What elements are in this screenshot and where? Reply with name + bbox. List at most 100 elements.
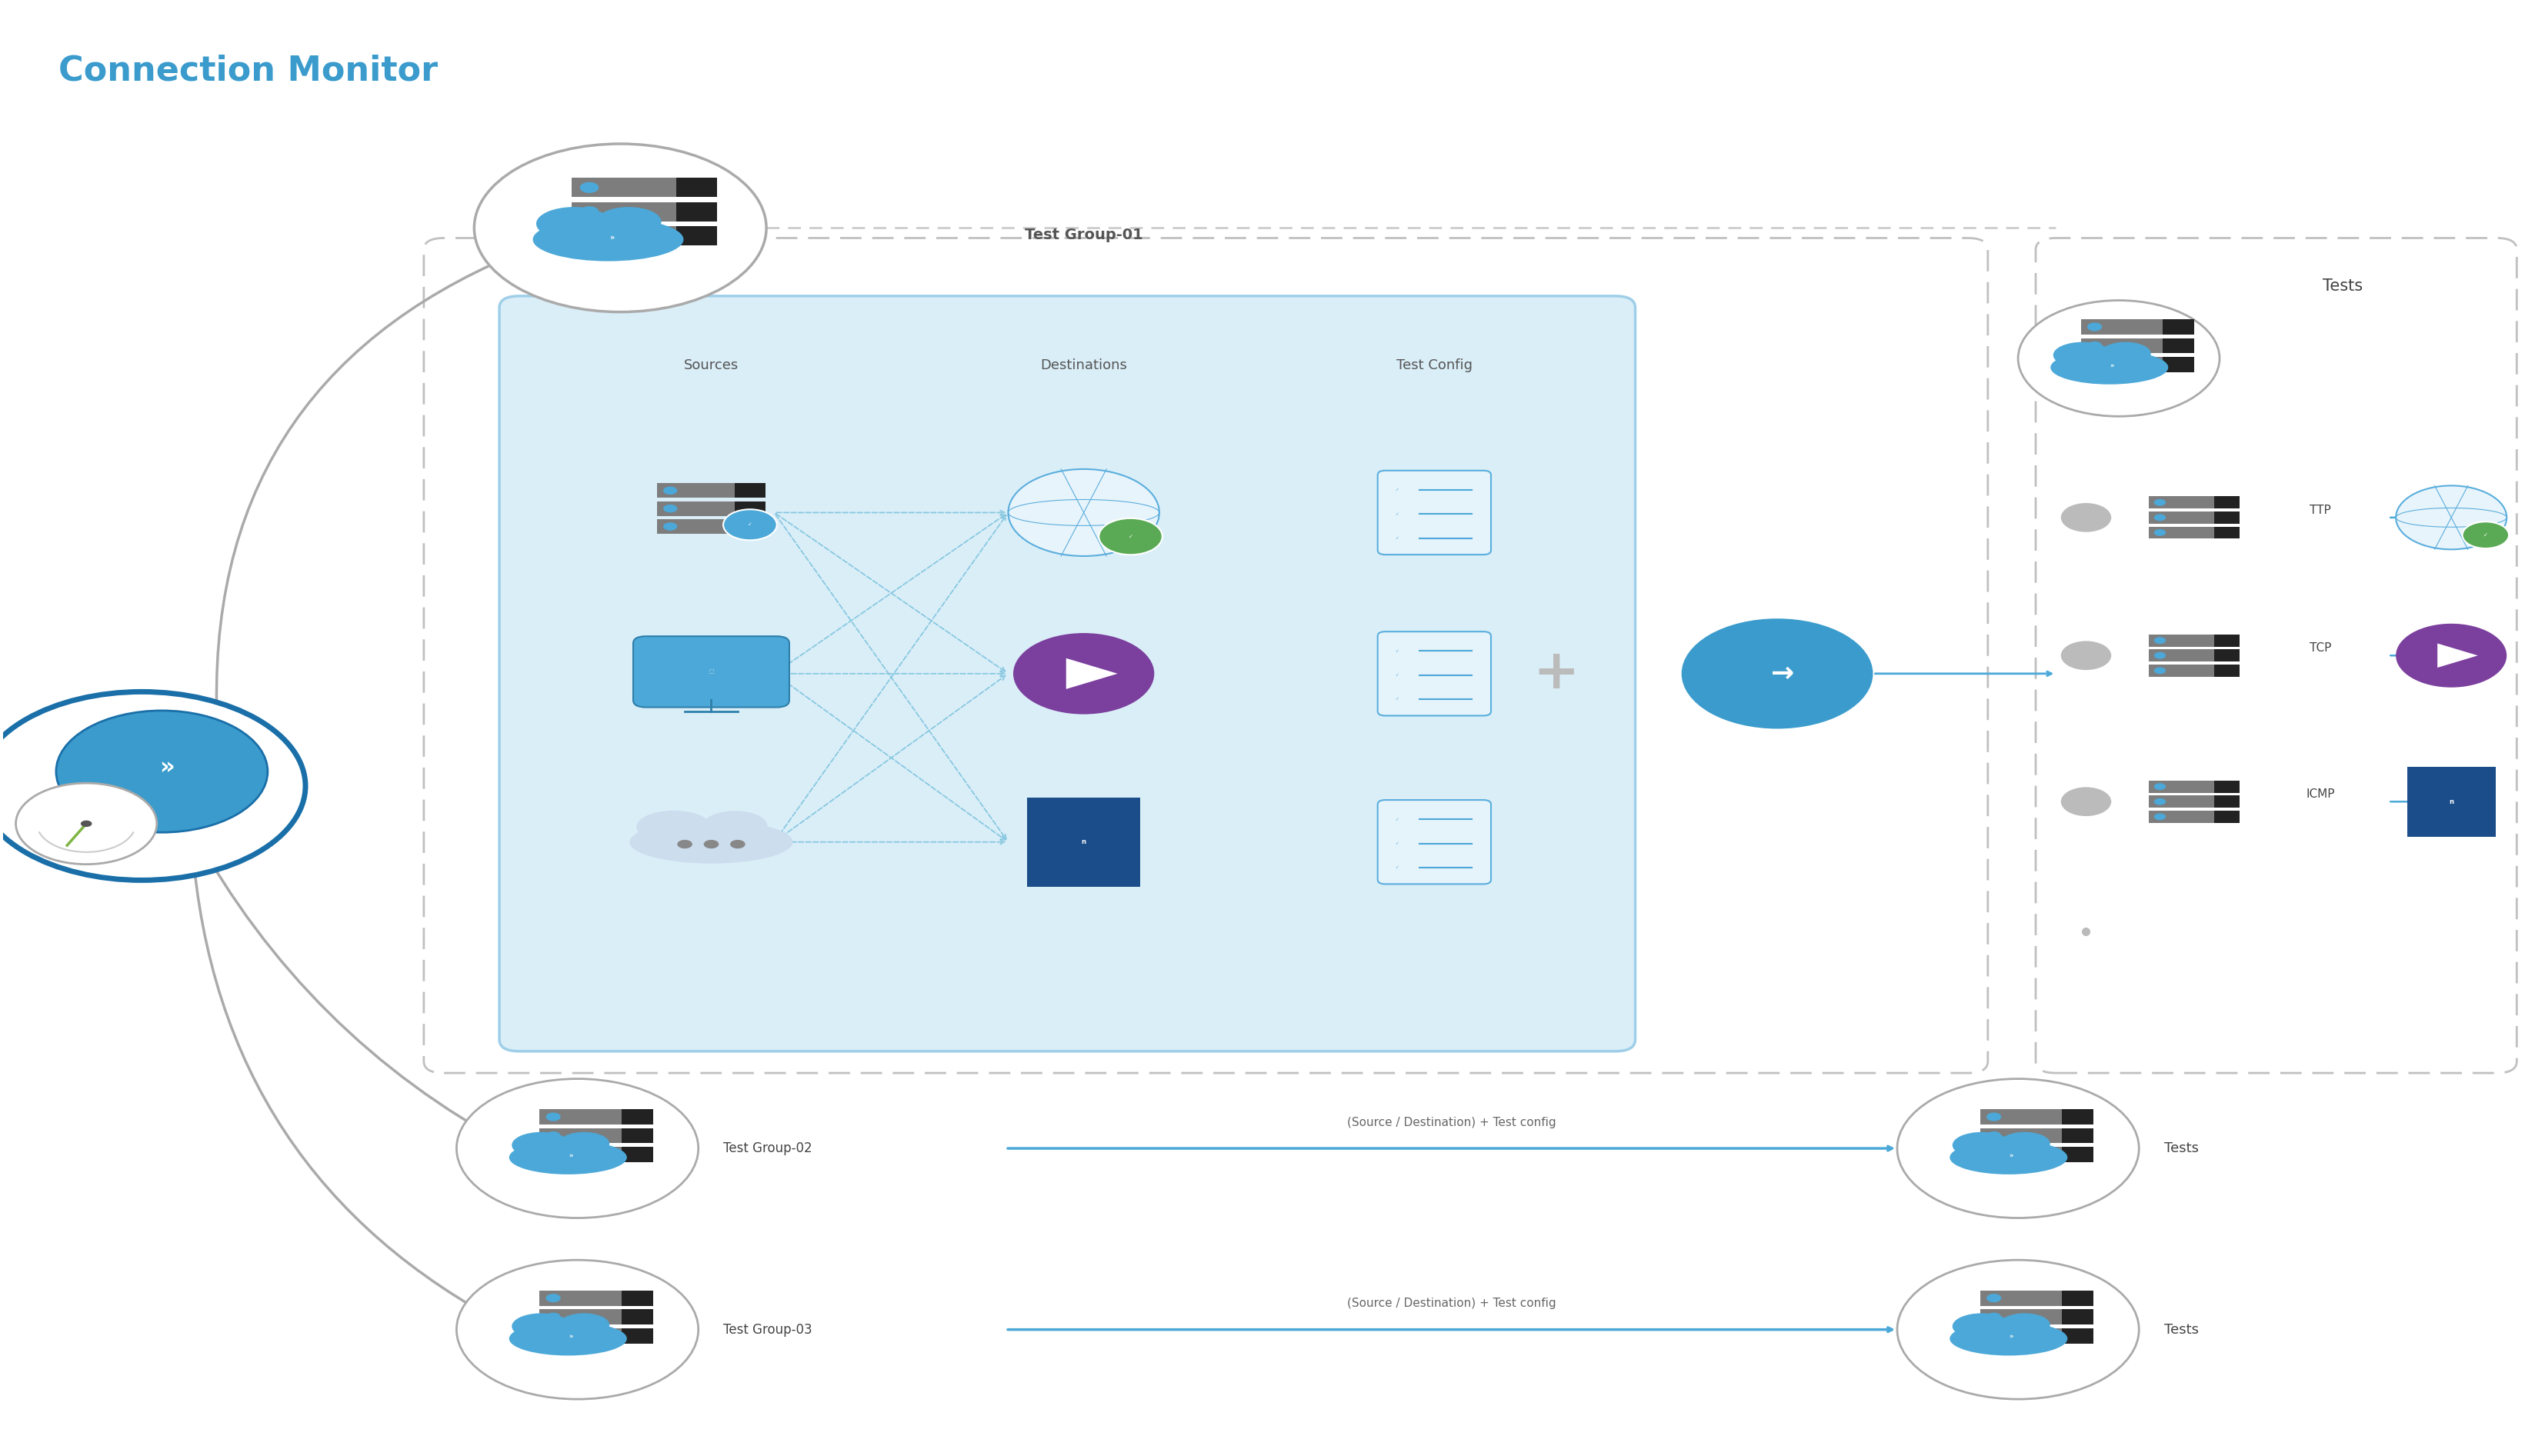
Circle shape: [545, 1150, 561, 1159]
Circle shape: [457, 1079, 699, 1219]
Text: ICMP: ICMP: [2305, 789, 2336, 801]
FancyBboxPatch shape: [2063, 1128, 2093, 1143]
Circle shape: [664, 504, 677, 513]
FancyBboxPatch shape: [2214, 664, 2240, 677]
FancyBboxPatch shape: [2081, 319, 2161, 335]
Circle shape: [1987, 1112, 2002, 1121]
Circle shape: [1987, 1294, 2002, 1302]
Text: Sources: Sources: [684, 358, 740, 373]
Circle shape: [1987, 1331, 2002, 1340]
FancyBboxPatch shape: [2406, 766, 2495, 837]
Ellipse shape: [629, 821, 793, 863]
Ellipse shape: [1949, 1322, 2068, 1356]
Circle shape: [15, 783, 157, 865]
Circle shape: [2154, 499, 2166, 505]
Ellipse shape: [2000, 1131, 2050, 1155]
Circle shape: [475, 144, 768, 312]
FancyBboxPatch shape: [657, 520, 735, 534]
Text: »: »: [2111, 363, 2113, 370]
Circle shape: [2060, 641, 2111, 670]
FancyBboxPatch shape: [1980, 1309, 2063, 1325]
FancyBboxPatch shape: [621, 1147, 654, 1162]
Text: n: n: [1081, 839, 1086, 846]
Text: ✓: ✓: [1396, 536, 1399, 540]
FancyBboxPatch shape: [1028, 798, 1141, 887]
Ellipse shape: [558, 1313, 609, 1337]
FancyBboxPatch shape: [657, 501, 735, 515]
Text: n: n: [2449, 798, 2454, 805]
FancyBboxPatch shape: [2214, 511, 2240, 524]
Text: Test Group-01: Test Group-01: [1025, 227, 1144, 242]
Text: TTP: TTP: [2310, 504, 2331, 515]
Circle shape: [1013, 633, 1154, 715]
Circle shape: [1987, 1131, 2002, 1140]
FancyBboxPatch shape: [1980, 1109, 2063, 1124]
FancyBboxPatch shape: [1980, 1328, 2063, 1344]
Circle shape: [1987, 1150, 2002, 1159]
FancyBboxPatch shape: [677, 202, 717, 221]
Circle shape: [704, 840, 720, 849]
Ellipse shape: [510, 1322, 626, 1356]
Text: Test Group-02: Test Group-02: [725, 1142, 813, 1155]
Ellipse shape: [1952, 1313, 2012, 1340]
Text: »: »: [568, 1334, 573, 1341]
FancyBboxPatch shape: [540, 1290, 621, 1306]
Circle shape: [1987, 1313, 2002, 1321]
FancyBboxPatch shape: [2149, 649, 2214, 661]
FancyBboxPatch shape: [2063, 1290, 2093, 1306]
Circle shape: [2462, 521, 2510, 549]
Circle shape: [677, 840, 692, 849]
FancyBboxPatch shape: [2149, 635, 2214, 646]
FancyBboxPatch shape: [2214, 811, 2240, 823]
Text: ✓: ✓: [1396, 817, 1399, 821]
FancyBboxPatch shape: [634, 636, 790, 708]
Circle shape: [56, 711, 268, 833]
Text: »: »: [609, 233, 614, 242]
Ellipse shape: [1952, 1131, 2012, 1158]
Text: Destinations: Destinations: [1040, 358, 1126, 373]
Text: +: +: [1533, 646, 1581, 700]
Text: Tests: Tests: [2323, 278, 2363, 294]
Text: Tests: Tests: [2164, 1142, 2199, 1155]
Ellipse shape: [596, 207, 662, 236]
Circle shape: [2154, 638, 2166, 644]
FancyBboxPatch shape: [677, 178, 717, 197]
FancyBboxPatch shape: [621, 1309, 654, 1325]
Circle shape: [581, 230, 598, 242]
Circle shape: [2154, 798, 2166, 805]
Text: »: »: [2010, 1153, 2012, 1159]
Text: ✓: ✓: [1396, 513, 1399, 515]
Circle shape: [81, 820, 91, 827]
Text: Tests: Tests: [2164, 1322, 2199, 1337]
FancyBboxPatch shape: [2063, 1328, 2093, 1344]
FancyBboxPatch shape: [1379, 632, 1490, 716]
FancyBboxPatch shape: [1379, 470, 1490, 555]
Circle shape: [2154, 783, 2166, 791]
Circle shape: [2396, 623, 2507, 687]
FancyBboxPatch shape: [621, 1109, 654, 1124]
Circle shape: [664, 523, 677, 530]
FancyBboxPatch shape: [540, 1309, 621, 1325]
Text: ✓: ✓: [1129, 534, 1134, 539]
Text: ✓: ✓: [2485, 533, 2487, 537]
FancyBboxPatch shape: [735, 501, 765, 515]
Text: »: »: [568, 1153, 573, 1159]
FancyBboxPatch shape: [1980, 1147, 2063, 1162]
Text: ✓: ✓: [1396, 697, 1399, 702]
FancyBboxPatch shape: [2149, 496, 2214, 508]
Circle shape: [2154, 652, 2166, 660]
Polygon shape: [1066, 658, 1119, 689]
Circle shape: [545, 1112, 561, 1121]
Text: →: →: [1770, 661, 1793, 687]
Circle shape: [457, 1259, 699, 1399]
Circle shape: [2088, 323, 2101, 331]
Circle shape: [545, 1131, 561, 1140]
FancyBboxPatch shape: [2214, 635, 2240, 646]
Ellipse shape: [535, 207, 611, 240]
Text: ⬚: ⬚: [710, 670, 715, 674]
Circle shape: [2154, 814, 2166, 820]
Text: ✓: ✓: [1396, 673, 1399, 677]
FancyBboxPatch shape: [571, 226, 677, 246]
FancyBboxPatch shape: [1980, 1290, 2063, 1306]
Text: ✓: ✓: [1396, 866, 1399, 869]
